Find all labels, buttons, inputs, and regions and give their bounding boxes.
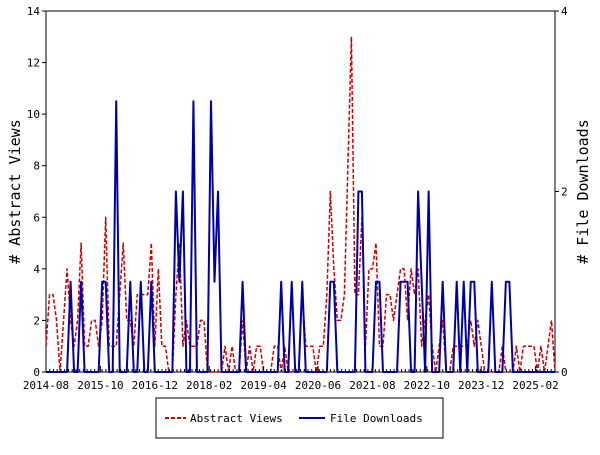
y-right-tick-label-2: 4 [561,5,568,18]
x-tick-label-4: 2019-04 [240,379,287,392]
x-tick-label-2: 2016-12 [132,379,178,392]
x-tick-label-1: 2015-10 [77,379,123,392]
y-left-tick-label-2: 4 [33,263,40,276]
y-left-tick-label-0: 0 [33,366,40,379]
x-tick-label-3: 2018-02 [186,379,232,392]
y-left-tick-label-4: 8 [33,160,40,173]
y-axis-right-title: # File Downloads [574,119,592,264]
series-line-file-downloads [46,100,555,373]
x-tick-label-8: 2023-12 [458,379,504,392]
y-axis-left-title: # Abstract Views [6,119,24,264]
legend-label-file-downloads: File Downloads [330,412,423,425]
legend: Abstract Views File Downloads [155,397,444,439]
legend-label-abstract-views: Abstract Views [190,412,283,425]
y-right-tick-label-0: 0 [561,366,568,379]
y-left-tick-label-3: 6 [33,211,40,224]
y-right-tick-label-1: 2 [561,186,568,199]
x-tick-label-9: 2025-02 [512,379,558,392]
y-left-tick-label-5: 10 [27,108,40,121]
x-tick-label-5: 2020-06 [295,379,341,392]
plot-area [45,36,556,373]
y-left-tick-label-6: 12 [27,57,40,70]
x-tick-label-0: 2014-08 [23,379,69,392]
y-left-tick-label-1: 2 [33,314,40,327]
x-tick-label-6: 2021-08 [349,379,395,392]
x-tick-label-7: 2022-10 [404,379,450,392]
y-left-tick-label-7: 14 [27,5,41,18]
axes-layer: 0 2 4 6 8 10 12 14 0 2 4 2014-08 2015-10 2016-12 2018-… [23,5,568,392]
